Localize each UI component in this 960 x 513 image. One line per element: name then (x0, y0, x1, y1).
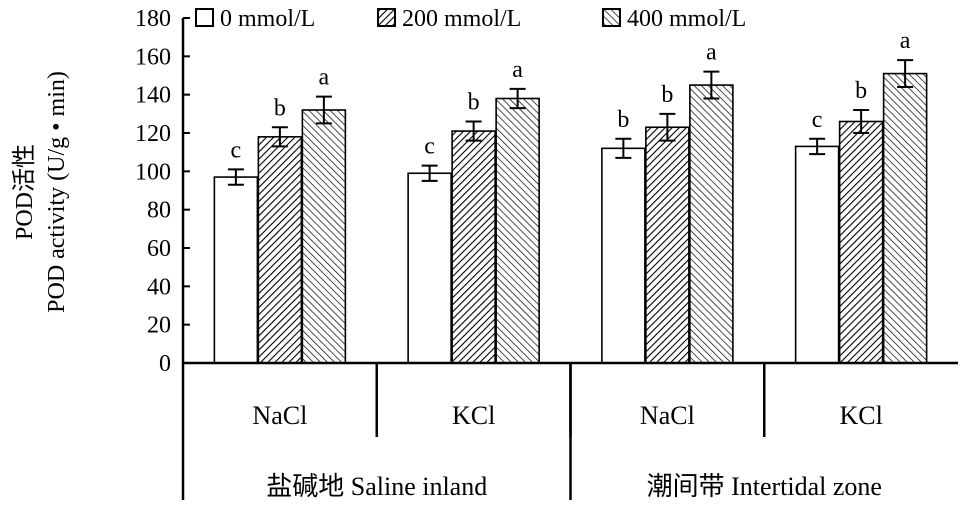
bar-200-mmol-l (838, 120, 884, 364)
error-bars (227, 59, 914, 186)
y-tick-label: 120 (135, 121, 171, 147)
legend-swatch (602, 8, 621, 27)
y-tick-label: 20 (147, 313, 171, 339)
significance-letter: a (512, 57, 523, 83)
bar-400-mmol-l (495, 97, 540, 364)
category-label: KCl (452, 401, 495, 430)
significance-letter: b (274, 95, 286, 121)
significance-letter: a (319, 65, 330, 91)
category-label: NaCl (252, 401, 307, 430)
legend: 0 mmol/L 200 mmol/L 400 mmol/L (195, 6, 746, 32)
significance-letter: a (706, 40, 717, 66)
bar-0-mmol-l (601, 147, 646, 364)
bar-200-mmol-l (645, 126, 690, 364)
y-axis-title-en: POD activity (U/g • min) (44, 71, 70, 313)
bar-200-mmol-l (257, 136, 303, 364)
y-tick-label: 80 (147, 198, 171, 224)
y-tick-label: 140 (135, 83, 171, 109)
significance-letter: c (231, 137, 242, 163)
y-axis-title: POD活性 POD activity (U/g • min) (11, 71, 70, 313)
category-label: NaCl (640, 401, 695, 430)
y-axis-title-cn: POD活性 (11, 144, 38, 240)
y-tick-label: 160 (135, 44, 171, 70)
category-label: KCl (839, 401, 882, 430)
bar-400-mmol-l (689, 84, 734, 364)
significance-letter: c (812, 107, 823, 133)
bar-400-mmol-l (882, 72, 928, 364)
y-tick-label: 0 (159, 351, 171, 377)
y-axis: 0 20 40 60 80 100 120 140 160 180 (135, 6, 190, 500)
legend-label: 400 mmol/L (627, 6, 746, 32)
significance-letter: b (617, 107, 629, 133)
significance-letter: b (468, 90, 480, 116)
bar-0-mmol-l (407, 172, 452, 364)
significance-letter: c (424, 134, 435, 160)
y-tick-label: 180 (135, 6, 171, 32)
significance-letters: c b a c b a b b a c b a (231, 28, 911, 163)
group-label: 盐碱地 Saline inland (266, 472, 487, 501)
y-tick-label: 60 (147, 236, 171, 262)
y-tick-label: 100 (135, 159, 171, 185)
x-axis: NaCl KCl NaCl KCl 盐碱地 Saline inland 潮间带 Inter… (183, 361, 958, 501)
group-label: 潮间带 Intertidal zone (647, 472, 882, 501)
legend-swatch (377, 8, 396, 27)
bar-400-mmol-l (301, 109, 347, 364)
bars (213, 72, 928, 364)
significance-letter: a (900, 28, 911, 54)
bar-0-mmol-l (794, 145, 840, 364)
significance-letter: b (661, 82, 673, 108)
y-tick-label: 40 (147, 274, 171, 300)
significance-letter: b (855, 78, 867, 104)
legend-label: 0 mmol/L (220, 6, 315, 32)
legend-swatch (195, 8, 214, 27)
bar-0-mmol-l (213, 176, 259, 364)
legend-label: 200 mmol/L (402, 6, 521, 32)
bar-200-mmol-l (451, 130, 496, 364)
